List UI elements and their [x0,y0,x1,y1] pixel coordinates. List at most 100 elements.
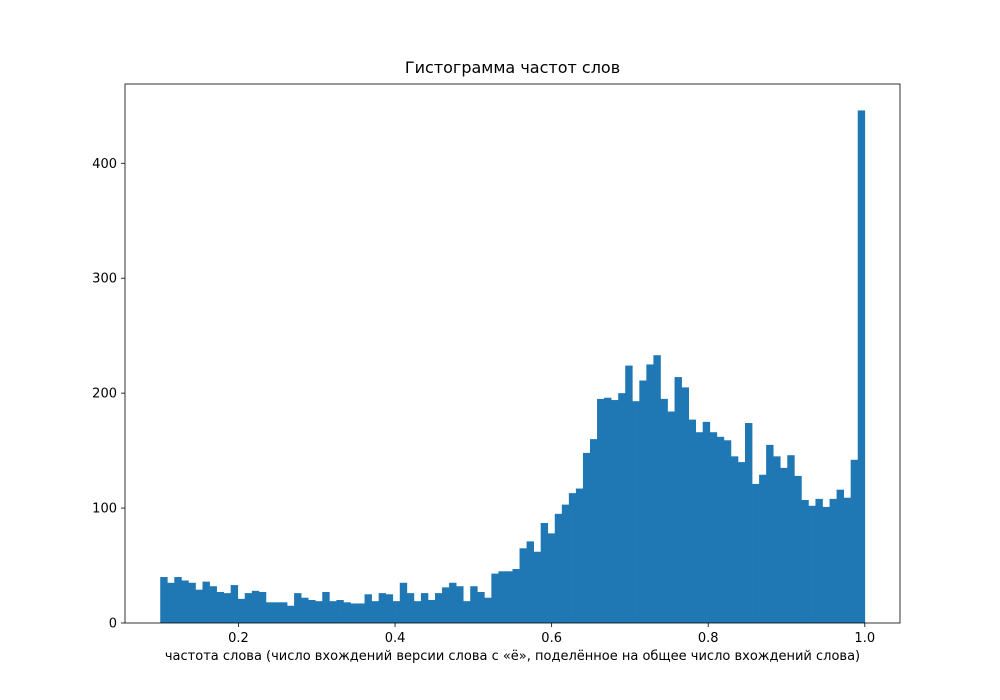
y-tick-label: 400 [92,157,117,172]
histogram-bar [801,500,809,623]
histogram-bar [272,602,281,623]
y-tick-label: 300 [92,272,117,287]
histogram-bar [575,488,584,623]
histogram-bar [716,436,725,623]
histogram-bar [737,462,746,623]
histogram-bar [167,582,175,623]
histogram-bar [484,597,492,623]
x-tick-label: 1.0 [854,631,875,646]
histogram-bar [315,601,323,623]
histogram-bar [202,581,210,623]
histogram-bar [815,498,823,623]
histogram-bar [554,513,563,623]
histogram-bar [280,602,288,623]
histogram-bar [660,398,668,623]
histogram-bar [287,605,295,623]
histogram-bar [843,497,852,623]
histogram-bar [526,541,534,623]
histogram-bar [533,551,542,623]
histogram-bar [322,591,330,623]
histogram-bar [857,110,866,623]
histogram-bar [618,393,626,623]
x-tick-label: 0.6 [541,631,562,646]
histogram-bar [265,602,274,623]
histogram-bar [512,568,520,623]
histogram-bar [794,475,802,623]
y-tick-label: 0 [109,617,117,632]
histogram-bar [435,593,443,623]
histogram-bar [329,601,337,623]
histogram-bar [463,601,471,623]
histogram-bar [456,586,464,623]
histogram-bar [759,474,767,623]
x-tick-label: 0.2 [228,631,249,646]
histogram-bar [308,600,316,623]
y-tick-label: 200 [92,387,117,402]
histogram-bar [392,601,401,623]
histogram-bar [449,582,457,623]
x-tick-label: 0.4 [385,631,406,646]
histogram-bar [646,364,654,623]
histogram-bar [385,594,394,623]
histogram-bar [237,598,246,623]
histogram-bar [258,591,267,623]
y-tick-label: 100 [92,502,117,517]
histogram-bar [181,580,189,623]
histogram-bar [209,586,217,623]
histogram-bar [582,452,591,623]
histogram-bar [244,593,253,623]
histogram-bar [188,582,196,623]
histogram-bar [519,548,527,623]
histogram-bar [251,590,260,623]
histogram-bar [639,380,647,623]
histogram-bar [688,419,697,623]
histogram-bar [160,577,168,623]
histogram-bar [223,593,232,623]
histogram-bar [597,398,605,623]
histogram-bar [681,387,689,623]
histogram-bar [364,594,372,623]
histogram-bar [540,523,549,623]
histogram-bar [766,444,774,623]
histogram-bar [343,602,351,623]
histogram-bar [477,591,485,623]
histogram-bar [491,573,499,623]
histogram-bar [427,600,436,623]
x-tick-label: 0.8 [698,631,719,646]
histogram-bar [836,489,844,623]
histogram-bar [350,603,358,623]
histogram-bar [378,593,387,623]
histogram-bar [611,400,619,623]
histogram-bar [695,432,704,623]
histogram-bar [829,498,837,623]
histogram-bar [773,456,781,623]
plot-frame [124,83,901,624]
histogram-bar [505,571,513,623]
histogram-bar [850,459,859,623]
histogram-bar [752,483,760,623]
histogram-bar [787,455,795,623]
histogram-bar [808,505,816,623]
histogram-bar [667,411,675,623]
histogram-bar [590,439,598,623]
histogram-bar [216,591,224,623]
histogram-bar [498,571,506,623]
histogram-bar [730,456,739,623]
histogram-bar [195,589,203,623]
histogram-bar [702,421,711,623]
histogram-bar [174,577,182,623]
histogram-bar [336,600,344,623]
axes-layer: 0.2 0.4 0.6 0.8 1.0 0 100 200 300 400 [92,83,901,646]
chart-title: Гистограмма частот слов [404,58,621,77]
histogram-bar [604,397,612,623]
histogram-bar [406,593,415,623]
histogram-bar [357,603,365,623]
histogram-bar [632,401,640,623]
histogram-bar [470,586,478,623]
histogram-bar [723,440,732,623]
histogram-bar [709,432,718,623]
histogram-bar [371,601,379,623]
histogram-bar [442,587,450,623]
